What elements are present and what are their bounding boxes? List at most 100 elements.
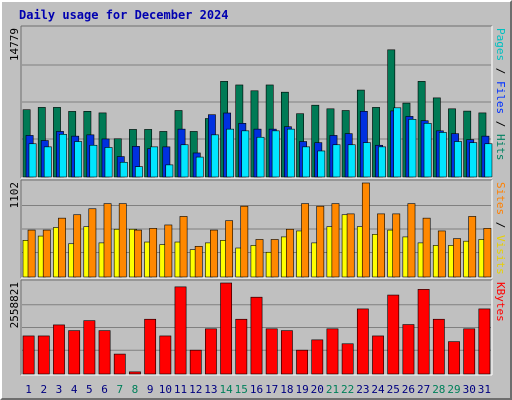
- bar-pages-6: [104, 147, 113, 178]
- legend: Sites / Visits: [494, 182, 507, 275]
- bar-pages-18: [286, 128, 295, 178]
- bar-pages-25: [393, 107, 402, 178]
- bar-kbytes-4: [68, 330, 81, 375]
- bar-pages-19: [302, 146, 310, 178]
- bar-sites-22: [346, 213, 355, 278]
- legend-entry: KBytes: [494, 282, 507, 322]
- bar-kbytes-24: [372, 335, 384, 375]
- bar-kbytes-12: [189, 349, 202, 375]
- legend: KBytes: [494, 282, 507, 322]
- bar-kbytes-27: [417, 289, 430, 375]
- legend-entry: Files: [494, 81, 507, 114]
- x-tick-label: 15: [235, 383, 248, 396]
- bar-kbytes-25: [387, 294, 400, 375]
- x-tick-label: 8: [132, 383, 139, 396]
- bar-pages-2: [43, 146, 52, 178]
- x-tick-label: 14: [219, 383, 233, 396]
- x-tick-label: 6: [101, 383, 108, 396]
- bar-sites-16: [255, 239, 264, 278]
- legend: Pages / Files / Hits: [494, 28, 507, 161]
- x-tick-label: 31: [478, 383, 491, 396]
- bar-kbytes-29: [448, 341, 460, 375]
- bar-kbytes-18: [280, 330, 293, 375]
- bar-pages-1: [28, 143, 37, 178]
- bar-sites-30: [468, 216, 477, 278]
- bar-pages-3: [59, 134, 67, 178]
- bar-pages-9: [150, 146, 159, 178]
- bar-sites-7: [118, 203, 127, 278]
- legend-entry: /: [494, 215, 507, 235]
- legend-entry: Pages: [494, 28, 507, 61]
- bar-sites-15: [240, 205, 249, 278]
- bar-pages-30: [469, 142, 478, 178]
- bar-kbytes-9: [144, 318, 157, 375]
- bar-kbytes-7: [113, 353, 126, 375]
- bar-kbytes-10: [159, 335, 172, 375]
- bar-pages-16: [256, 136, 265, 178]
- bar-sites-1: [27, 229, 36, 278]
- bar-sites-20: [316, 205, 325, 278]
- bar-pages-15: [241, 130, 250, 178]
- bar-pages-24: [378, 146, 386, 178]
- x-tick-label: 5: [86, 383, 93, 396]
- bar-pages-5: [89, 144, 98, 178]
- bar-pages-14: [226, 128, 235, 178]
- bar-sites-29: [453, 238, 461, 278]
- bar-kbytes-1: [22, 335, 35, 375]
- bar-kbytes-13: [205, 328, 217, 375]
- x-tick-label: 17: [265, 383, 278, 396]
- bar-pages-27: [423, 123, 432, 178]
- bar-sites-10: [164, 224, 173, 278]
- x-tick-label: 26: [402, 383, 415, 396]
- bar-kbytes-26: [402, 324, 415, 375]
- bar-sites-25: [392, 213, 401, 278]
- bar-sites-24: [377, 213, 385, 278]
- chart-title: Daily usage for December 2024: [19, 8, 229, 22]
- max-label: 14779: [8, 28, 21, 61]
- legend-entry: Sites: [494, 182, 507, 215]
- bar-pages-17: [271, 130, 280, 178]
- bar-pages-12: [195, 156, 204, 178]
- x-tick-label: 27: [417, 383, 430, 396]
- bar-sites-31: [483, 228, 492, 278]
- kbytes-panel: 2558821 KBytes: [8, 279, 507, 376]
- bar-sites-5: [88, 208, 97, 278]
- x-tick-label: 19: [295, 383, 308, 396]
- bar-pages-31: [484, 143, 493, 178]
- legend-entry: /: [494, 114, 507, 134]
- x-tick-label: 1: [25, 383, 32, 396]
- x-tick-label: 30: [463, 383, 476, 396]
- x-tick-label: 21: [326, 383, 339, 396]
- bar-kbytes-17: [265, 328, 278, 375]
- x-tick-label: 2: [40, 383, 47, 396]
- bar-kbytes-8: [129, 371, 141, 375]
- bar-sites-6: [103, 203, 112, 278]
- hits-panel: 14779 Pages / Files / Hits: [8, 25, 507, 179]
- bar-sites-28: [437, 230, 446, 278]
- bar-kbytes-11: [174, 286, 187, 375]
- bar-pages-29: [454, 141, 462, 178]
- x-tick-label: 9: [147, 383, 154, 396]
- bar-pages-23: [362, 142, 371, 178]
- bar-kbytes-15: [235, 318, 248, 375]
- x-tick-label: 10: [159, 383, 172, 396]
- bar-sites-13: [210, 229, 218, 278]
- bar-sites-8: [134, 229, 142, 278]
- bar-kbytes-22: [341, 343, 354, 375]
- bar-sites-23: [361, 182, 370, 278]
- x-tick-label: 24: [371, 383, 385, 396]
- x-tick-label: 29: [447, 383, 460, 396]
- bar-sites-21: [331, 203, 340, 278]
- x-tick-label: 25: [387, 383, 400, 396]
- x-tick-label: 11: [174, 383, 187, 396]
- legend-entry: Visits: [494, 235, 507, 275]
- x-tick-label: 3: [56, 383, 63, 396]
- bar-sites-3: [58, 217, 66, 278]
- legend-entry: /: [494, 61, 507, 81]
- x-tick-label: 7: [116, 383, 123, 396]
- x-tick-label: 28: [432, 383, 445, 396]
- bar-pages-11: [180, 144, 189, 178]
- bar-pages-13: [211, 134, 219, 178]
- bar-sites-27: [422, 217, 431, 278]
- bar-kbytes-14: [220, 282, 233, 375]
